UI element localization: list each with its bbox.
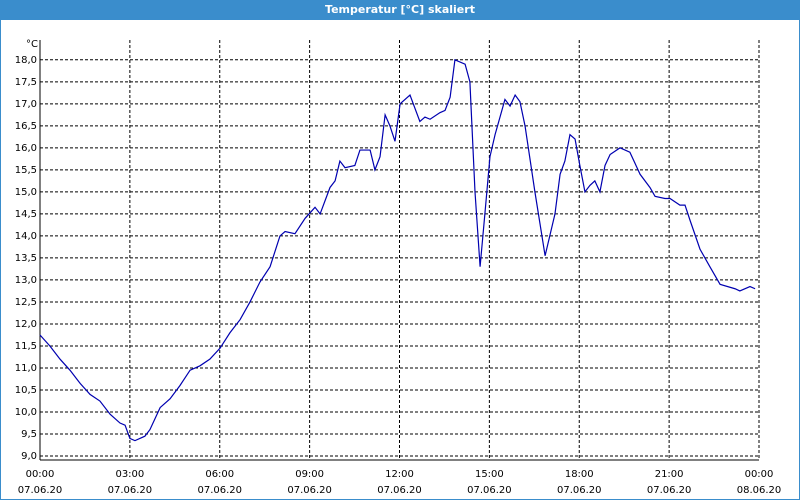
x-tick-date: 07.06.20 [287, 485, 332, 496]
y-tick-label: 9,0 [21, 451, 37, 462]
x-tick-label: 06:00 [205, 469, 234, 480]
temperature-line [39, 58, 756, 442]
x-tick-label: 18:00 [565, 469, 594, 480]
y-tick-label: 9,5 [21, 429, 37, 440]
x-tick-date: 07.06.20 [557, 485, 602, 496]
y-tick-label: 17,0 [15, 99, 37, 110]
x-tick-date: 08.06.20 [737, 485, 782, 496]
y-tick-label: 10,5 [15, 385, 37, 396]
chart-title: Temperatur [°C] skaliert [0, 0, 800, 20]
y-tick-label: 18,0 [15, 55, 37, 66]
y-tick-label: 14,5 [15, 209, 37, 220]
y-tick-label: 10,0 [15, 407, 37, 418]
x-tick-label: 09:00 [295, 469, 324, 480]
y-tick-label: 17,5 [15, 77, 37, 88]
y-tick-label: 11,5 [15, 341, 37, 352]
y-tick-label: 15,5 [15, 165, 37, 176]
y-unit: °C [26, 39, 38, 50]
x-tick-date: 07.06.20 [377, 485, 422, 496]
chart: °C 9,0 9,5 10,0 10,5 11,0 11,5 12,0 12,5 13,0 13,… [15, 39, 782, 496]
y-tick-label: 12,0 [15, 319, 37, 330]
x-tick-date: 07.06.20 [108, 485, 153, 496]
x-tick-label: 15:00 [475, 469, 504, 480]
y-tick-label: 15,0 [15, 187, 37, 198]
x-tick-label: 00:00 [26, 469, 55, 480]
x-tick-label: 21:00 [655, 469, 684, 480]
y-tick-label: 13,0 [15, 275, 37, 286]
x-tick-date: 07.06.20 [197, 485, 242, 496]
y-tick-label: 14,0 [15, 231, 37, 242]
y-tick-label: 16,0 [15, 143, 37, 154]
x-tick-date: 07.06.20 [647, 485, 692, 496]
x-tick-date: 07.06.20 [467, 485, 512, 496]
y-tick-label: 11,0 [15, 363, 37, 374]
x-tick-label: 03:00 [115, 469, 144, 480]
y-tick-label: 13,5 [15, 253, 37, 264]
x-tick-label: 00:00 [745, 469, 774, 480]
x-tick-label: 12:00 [385, 469, 414, 480]
x-tick-date: 07.06.20 [18, 485, 63, 496]
y-tick-label: 12,5 [15, 297, 37, 308]
y-tick-label: 16,5 [15, 121, 37, 132]
